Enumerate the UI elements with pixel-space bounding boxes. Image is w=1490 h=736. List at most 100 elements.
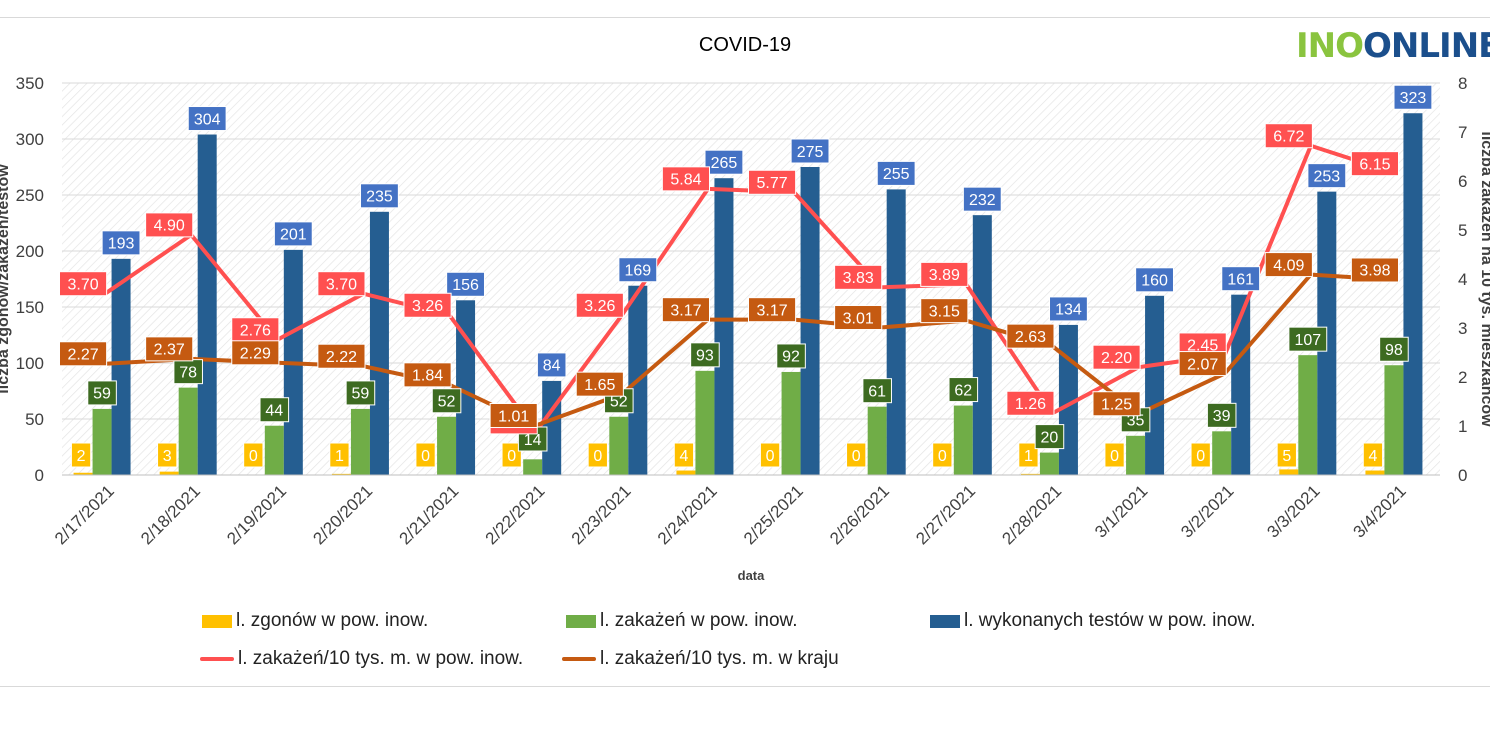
data-label-bg: [431, 388, 462, 414]
bar: [92, 408, 112, 475]
data-label-bg: [690, 342, 720, 368]
x-tick-label: 2/25/2021: [740, 481, 807, 548]
data-label: 4: [1368, 448, 1377, 465]
data-label: 3.26: [584, 298, 615, 315]
data-label: 59: [352, 386, 370, 403]
legend-swatch-infections: [566, 614, 596, 628]
data-label-bg: [575, 371, 624, 397]
bar: [781, 371, 801, 475]
data-label: 5.84: [670, 172, 701, 189]
bar: [953, 405, 973, 475]
data-label: 78: [179, 364, 197, 381]
y-tick-label: 100: [16, 354, 44, 373]
bar: [1279, 469, 1299, 475]
data-label: 3.70: [326, 276, 357, 293]
x-tick-label: 3/1/2021: [1091, 481, 1151, 541]
bar: [1365, 470, 1385, 475]
x-tick-label: 2/28/2021: [998, 481, 1065, 548]
legend-label-country-rate: l. zakażeń/10 tys. m. w kraju: [600, 648, 839, 669]
data-label: 59: [93, 386, 111, 403]
bar: [1126, 435, 1146, 475]
legend-item-country-rate: l. zakażeń/10 tys. m. w kraju: [562, 648, 839, 670]
data-label-bg: [834, 264, 883, 290]
data-label-bg: [1264, 252, 1313, 278]
data-label-bg: [790, 138, 830, 164]
data-label: 1.26: [1015, 396, 1046, 413]
data-label-bg: [187, 106, 227, 132]
data-labels: 2 3 0 1 0 0 0 4 0 0 0 1 0 0 5 4 59 78 44 59 52 14 52 93 92 61 62 20…: [59, 84, 1433, 468]
data-label: 3.83: [843, 270, 874, 287]
data-label-bg: [862, 378, 892, 404]
data-label-bg: [618, 257, 658, 283]
data-label-bg: [748, 169, 797, 195]
data-label: 0: [249, 448, 258, 465]
data-label-bg: [1221, 266, 1261, 292]
bar: [1212, 431, 1232, 475]
data-label-bg: [661, 297, 710, 323]
data-label: 3.89: [929, 267, 960, 284]
data-label-bg: [360, 183, 399, 209]
data-label: 0: [938, 448, 947, 465]
legend-swatch-deaths: [202, 614, 232, 628]
bar: [714, 178, 734, 475]
legend-item-deaths: l. zgonów w pow. inow.: [202, 610, 428, 632]
data-label: 232: [969, 192, 996, 209]
data-label: 1.01: [498, 408, 529, 425]
data-label-bg: [587, 442, 608, 468]
data-label-bg: [1006, 323, 1055, 349]
bar: [676, 470, 696, 475]
data-label: 3.01: [843, 310, 874, 327]
y-tick-label: 50: [25, 410, 44, 429]
data-label: 2.37: [154, 342, 185, 359]
legend-item-infections: l. zakażeń w pow. inow.: [566, 610, 798, 632]
y2-axis-title: liczba zakażeń na 10 tys. mieszkańców: [1478, 131, 1490, 427]
bar: [886, 189, 906, 475]
legend-label-infections: l. zakażeń w pow. inow.: [600, 610, 798, 631]
data-label-bg: [157, 442, 178, 468]
bar: [331, 473, 351, 475]
data-label-bg: [704, 149, 744, 175]
data-label-bg: [1135, 267, 1174, 293]
data-label: 1: [1024, 448, 1033, 465]
data-label-bg: [1206, 402, 1237, 428]
data-label-bg: [1018, 442, 1039, 468]
bars: [73, 113, 1423, 476]
data-label-bg: [748, 297, 797, 323]
y2-tick-label: 1: [1458, 417, 1467, 436]
data-label-bg: [243, 442, 264, 468]
legend-label-tests: l. wykonanych testów w pow. inow.: [964, 610, 1256, 631]
bar: [867, 406, 887, 475]
bar: [1298, 355, 1318, 475]
x-tick-label: 2/22/2021: [482, 481, 549, 548]
data-label-bg: [536, 352, 567, 378]
bar: [437, 416, 457, 475]
y2-tick-label: 4: [1458, 270, 1467, 289]
data-label: 0: [1110, 448, 1119, 465]
bar: [609, 416, 629, 475]
legend-label-deaths: l. zgonów w pow. inow.: [236, 610, 429, 631]
y-tick-label: 200: [16, 242, 44, 261]
data-label-bg: [1034, 424, 1065, 450]
bar: [111, 258, 131, 475]
data-label-bg: [920, 298, 969, 324]
data-label: 193: [108, 236, 135, 253]
data-label-bg: [273, 221, 313, 247]
legend-swatch-county-rate: [200, 657, 234, 661]
x-tick-label: 2/17/2021: [51, 481, 118, 548]
data-label-bg: [489, 403, 538, 429]
data-label: 0: [1196, 448, 1205, 465]
data-label: 2.27: [67, 347, 98, 364]
data-label: 253: [1313, 168, 1340, 185]
data-label: 3.17: [670, 302, 701, 319]
x-axis-title: data: [738, 568, 766, 583]
data-label: 3: [163, 448, 172, 465]
data-label: 92: [782, 349, 800, 366]
data-label: 35: [1127, 413, 1145, 430]
data-label-bg: [415, 442, 436, 468]
data-label: 3.70: [67, 276, 98, 293]
data-label: 255: [883, 166, 910, 183]
data-label-bg: [1350, 151, 1399, 177]
legend-label-county-rate: l. zakażeń/10 tys. m. w pow. inow.: [238, 648, 524, 669]
y2-tick-label: 6: [1458, 172, 1467, 191]
